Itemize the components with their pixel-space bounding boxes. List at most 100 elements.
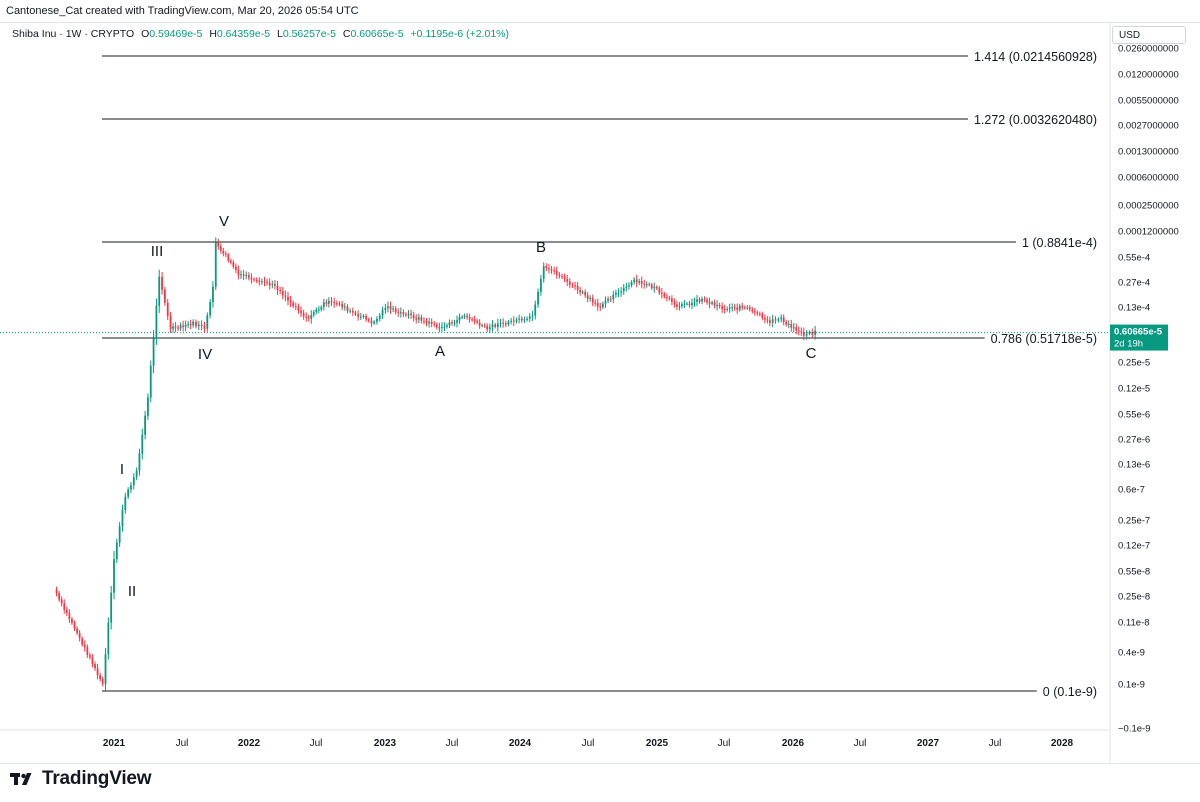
candle-body-40: [163, 289, 166, 303]
high-label: H: [209, 28, 217, 40]
candle-body-125: [384, 307, 387, 310]
wave-label-II: II: [128, 583, 136, 600]
candle-body-263: [738, 305, 741, 310]
y-tick-label-14: 0.27e-6: [1118, 435, 1150, 446]
candle-body-264: [741, 305, 744, 308]
candle-body-235: [668, 297, 671, 299]
candle-body-149: [446, 325, 448, 327]
symbol-name[interactable]: Shiba Inu · 1W · CRYPTO: [12, 28, 135, 40]
candle-body-90: [292, 302, 295, 307]
candle-body-68: [234, 266, 237, 270]
candle-body-167: [491, 324, 494, 328]
candle-body-209: [601, 303, 604, 308]
candle-body-10: [81, 638, 84, 645]
high-value: 0.64359e-5: [216, 28, 271, 40]
candle-body-93: [300, 310, 302, 313]
candle-body-141: [425, 320, 428, 324]
candle-body-178: [520, 318, 523, 321]
candle-body-266: [746, 307, 749, 309]
x-tick-label-10: 2026: [782, 738, 805, 749]
candle-body-260: [731, 307, 734, 309]
candle-body-9: [78, 632, 81, 639]
currency-selector[interactable]: USD: [1112, 26, 1186, 44]
candle-body-247: [698, 299, 701, 302]
candle-body-60: [214, 242, 217, 272]
candle-body-186: [542, 266, 545, 279]
fib-label-0: 1.414 (0.0214560928): [974, 50, 1097, 64]
candle-body-279: [780, 317, 783, 320]
candle-body-179: [523, 319, 526, 321]
candle-body-246: [696, 299, 698, 302]
candle-body-132: [402, 312, 405, 315]
y-tick-label-7: 0.0001200000: [1118, 227, 1179, 238]
candle-body-69: [237, 269, 240, 276]
candle-body-199: [576, 285, 579, 291]
candle-body-251: [708, 302, 711, 304]
candle-body-129: [394, 308, 397, 313]
candle-body-274: [766, 319, 769, 321]
x-axis: 2021 Jul 2022 Jul 2023 Jul 2024 Jul 2025 Jul 2026 J…: [0, 729, 1110, 749]
y-tick-label-22: 0.4e-9: [1118, 648, 1145, 659]
candle-body-123: [378, 315, 381, 319]
candle-body-206: [594, 302, 597, 304]
candle-body-12: [86, 647, 89, 655]
candle-body-120: [370, 320, 373, 324]
candle-body-45: [177, 327, 179, 329]
candle-body-27: [127, 489, 130, 497]
candle-body-213: [612, 294, 615, 300]
candle-body-49: [187, 323, 190, 325]
candle-body-56: [206, 315, 209, 329]
candle-body-160: [473, 319, 476, 321]
candle-body-159: [471, 319, 473, 321]
candle-body-5: [68, 613, 71, 620]
candle-body-172: [504, 323, 507, 325]
candle-body-190: [553, 270, 556, 272]
candle-body-38: [158, 276, 161, 306]
candle-body-245: [693, 301, 696, 303]
candle-body-26: [124, 496, 127, 510]
candle-body-117: [362, 316, 365, 318]
candle-body-156: [463, 315, 466, 317]
candle-body-147: [441, 326, 443, 328]
candle-body-282: [787, 324, 790, 326]
candle-body-196: [568, 281, 571, 285]
candle-body-98: [312, 312, 315, 316]
candle-body-170: [499, 322, 502, 324]
candle-body-1: [58, 593, 61, 600]
candle-body-32: [141, 434, 144, 454]
y-axis: 0.0260000000 0.0120000000 0.0055000000 0.00…: [1109, 22, 1179, 763]
candle-body-34: [147, 397, 149, 416]
candle-body-101: [320, 306, 323, 310]
tradingview-footer[interactable]: TradingView: [10, 768, 152, 790]
candle-body-151: [451, 322, 453, 324]
candle-body-79: [263, 281, 266, 283]
candle-body-166: [488, 327, 491, 330]
candle-body-8: [76, 628, 78, 633]
candle-body-73: [247, 275, 250, 278]
y-tick-label-2: 0.0055000000: [1118, 96, 1179, 107]
candle-body-177: [518, 318, 521, 320]
candle-body-111: [346, 306, 349, 312]
candle-body-142: [428, 321, 430, 324]
open-value: 0.59469e-5: [149, 28, 203, 40]
y-tick-label-11: 0.25e-5: [1118, 358, 1150, 369]
candle-body-202: [584, 291, 587, 296]
candle-body-52: [195, 321, 197, 327]
candle-body-139: [420, 317, 423, 321]
y-tick-label-15: 0.13e-6: [1118, 460, 1150, 471]
fib-label-bg-0: [967, 47, 1103, 65]
candle-body-283: [790, 324, 793, 328]
fib-levels: 1.414 (0.0214560928) 1.272 (0.0032620480)…: [102, 47, 1103, 700]
candle-body-0: [55, 589, 58, 594]
candle-body-193: [561, 276, 563, 278]
candle-body-226: [645, 284, 648, 286]
x-tick-label-4: 2023: [374, 738, 397, 749]
candle-body-276: [771, 319, 774, 323]
candle-body-207: [596, 303, 599, 307]
candle-body-248: [701, 299, 703, 302]
y-tick-label-6: 0.0002500000: [1118, 201, 1179, 212]
candle-body-291: [811, 332, 814, 335]
candle-body-53: [197, 324, 200, 327]
price-tag: 0.60665e-52d 19h: [1110, 324, 1168, 351]
